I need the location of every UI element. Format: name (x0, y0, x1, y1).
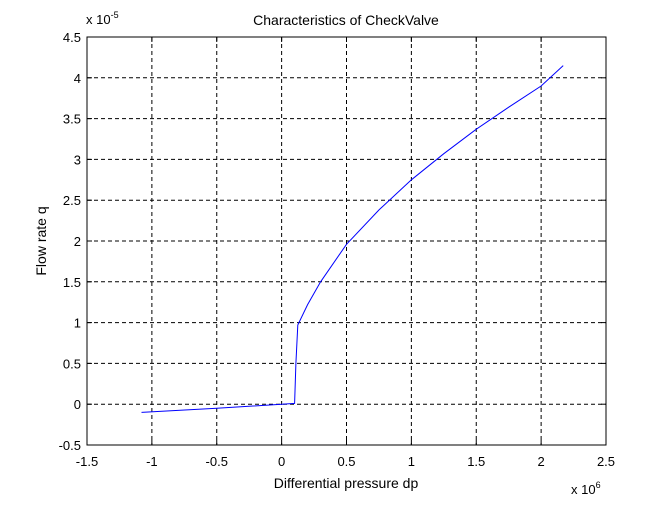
y-tick-label: 4 (74, 71, 81, 86)
x-tick-label: 0.5 (337, 454, 355, 469)
grid (87, 37, 606, 445)
x-axis-multiplier: x 106 (571, 480, 601, 497)
y-axis-multiplier: x 10-5 (86, 10, 119, 27)
x-tick-label: 1.5 (467, 454, 485, 469)
y-tick-label: 2 (74, 234, 81, 249)
series-layer (141, 65, 564, 413)
chart-title: Characteristics of CheckValve (253, 12, 439, 28)
x-tick-label: -0.5 (206, 454, 228, 469)
ticks (86, 36, 607, 446)
y-tick-label: 4.5 (63, 30, 81, 45)
series-line (141, 65, 564, 413)
x-tick-label: 2 (538, 454, 545, 469)
y-tick-label: 0 (74, 397, 81, 412)
y-tick-label: 1 (74, 316, 81, 331)
y-tick-label: 2.5 (63, 193, 81, 208)
y-tick-labels: -0.5 0 0.5 1 1.5 2 2.5 3 3.5 4 4.5 (59, 30, 81, 453)
y-multiplier-base: x 10 (86, 12, 111, 27)
y-tick-label: 0.5 (63, 356, 81, 371)
x-multiplier-base: x 10 (571, 482, 596, 497)
y-multiplier-exponent: -5 (111, 10, 119, 20)
x-tick-label: -1.5 (76, 454, 98, 469)
y-tick-label: 1.5 (63, 275, 81, 290)
x-tick-label: -1 (146, 454, 158, 469)
y-axis-label: Flow rate q (33, 206, 49, 275)
y-tick-label: -0.5 (59, 438, 81, 453)
y-tick-label: 3 (74, 152, 81, 167)
x-axis-label: Differential pressure dp (274, 475, 419, 491)
x-tick-labels: -1.5 -1 -0.5 0 0.5 1 1.5 2 2.5 (76, 454, 615, 469)
x-tick-label: 1 (408, 454, 415, 469)
x-tick-label: 0 (278, 454, 285, 469)
y-tick-label: 3.5 (63, 112, 81, 127)
x-tick-label: 2.5 (597, 454, 615, 469)
x-multiplier-exponent: 6 (596, 480, 601, 490)
